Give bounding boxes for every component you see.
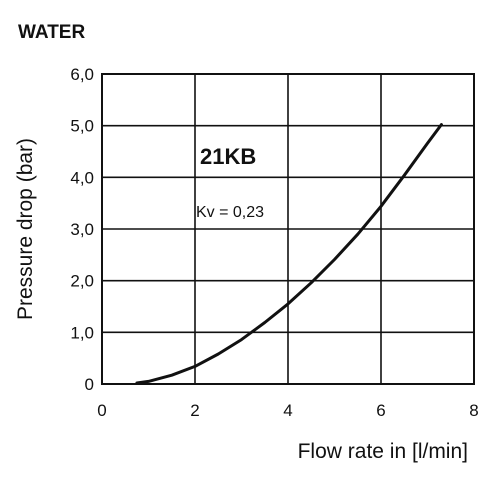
y-tick-label: 6,0 bbox=[70, 65, 94, 84]
x-tick-label: 0 bbox=[97, 401, 106, 420]
kv-annotation: Kv = 0,23 bbox=[196, 204, 264, 221]
y-tick-label: 0 bbox=[85, 375, 94, 394]
y-tick-label: 2,0 bbox=[70, 272, 94, 291]
x-tick-label: 4 bbox=[283, 401, 292, 420]
horizontal-gridlines bbox=[102, 124, 474, 334]
y-axis-title: Pressure drop (bar) bbox=[14, 138, 37, 320]
chart-title: WATER bbox=[18, 22, 85, 43]
x-tick-label: 8 bbox=[469, 401, 478, 420]
series-label: 21KB bbox=[200, 144, 256, 169]
x-tick-label: 2 bbox=[190, 401, 199, 420]
x-tick-label: 6 bbox=[376, 401, 385, 420]
y-tick-label: 5,0 bbox=[70, 117, 94, 136]
y-tick-label: 3,0 bbox=[70, 220, 94, 239]
series-line-21kb bbox=[135, 123, 443, 385]
x-tick-labels: 0 2 4 6 8 bbox=[97, 401, 478, 420]
y-tick-labels: 0 1,0 2,0 3,0 4,0 5,0 6,0 bbox=[70, 65, 94, 394]
y-tick-label: 1,0 bbox=[70, 323, 94, 342]
y-tick-label: 4,0 bbox=[70, 168, 94, 187]
x-axis-title: Flow rate in [l/min] bbox=[298, 440, 468, 463]
